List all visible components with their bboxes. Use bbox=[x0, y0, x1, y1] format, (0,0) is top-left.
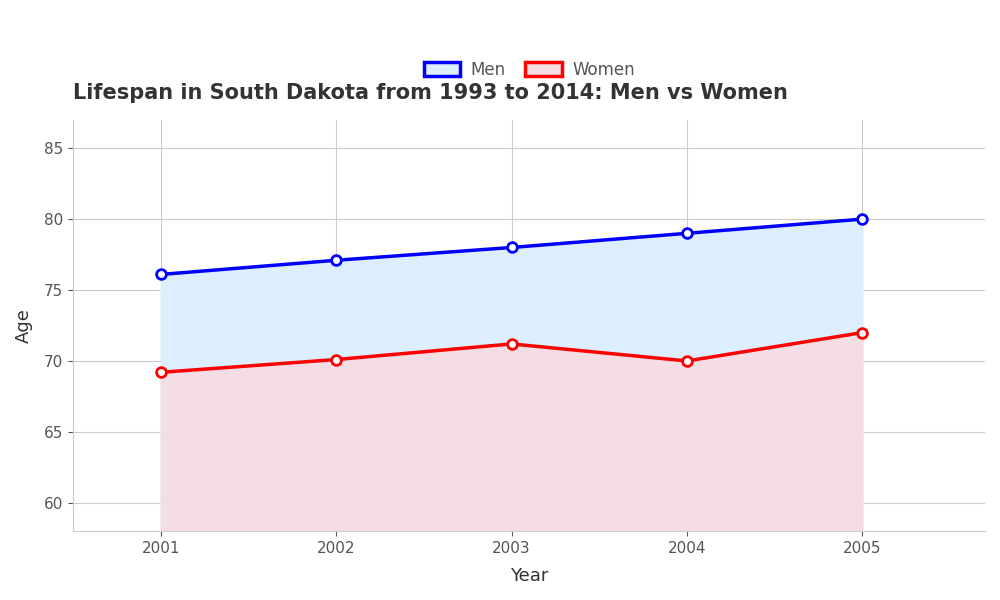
X-axis label: Year: Year bbox=[510, 567, 548, 585]
Y-axis label: Age: Age bbox=[15, 308, 33, 343]
Legend: Men, Women: Men, Women bbox=[417, 54, 641, 85]
Text: Lifespan in South Dakota from 1993 to 2014: Men vs Women: Lifespan in South Dakota from 1993 to 20… bbox=[73, 83, 788, 103]
